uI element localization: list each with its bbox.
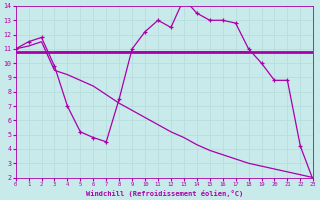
X-axis label: Windchill (Refroidissement éolien,°C): Windchill (Refroidissement éolien,°C) — [86, 190, 243, 197]
